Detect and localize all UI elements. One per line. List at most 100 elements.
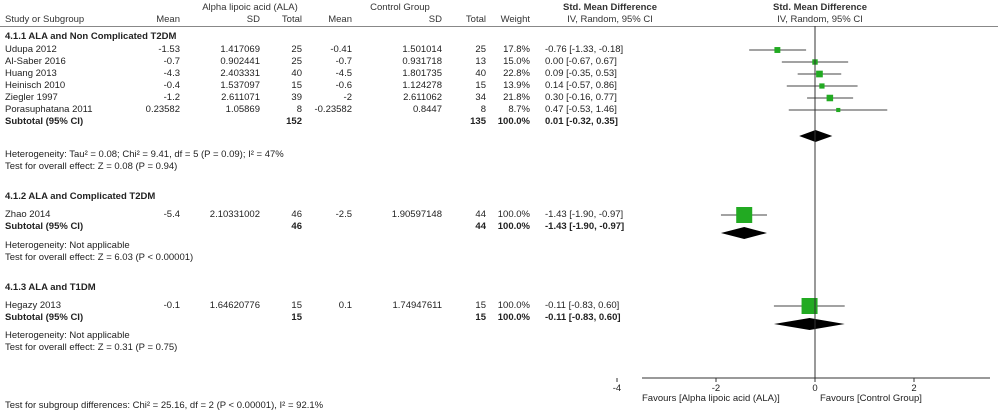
study-n2-cell: 8 (480, 104, 486, 115)
study-n1-cell: 8 (296, 104, 302, 115)
subtotal-weight-cell: 100.0% (497, 221, 530, 232)
study-n1-cell: 15 (291, 300, 302, 311)
heterogeneity-text: Heterogeneity: Not applicable (5, 330, 130, 341)
study-weight-cell: 21.8% (503, 92, 530, 103)
study-sd2-cell: 0.8447 (412, 104, 442, 115)
study-name-cell: Udupa 2012 (5, 44, 57, 55)
study-name-cell: Heinisch 2010 (5, 80, 66, 91)
study-n2-cell: 25 (475, 44, 486, 55)
study-point-marker (736, 207, 753, 223)
study-mean2-cell: -2 (343, 92, 352, 103)
study-weight-cell: 100.0% (497, 300, 530, 311)
study-mean2-cell: -0.6 (335, 80, 352, 91)
study-weight-cell: 100.0% (497, 209, 530, 220)
heterogeneity-text: Heterogeneity: Tau² = 0.08; Chi² = 9.41,… (5, 149, 284, 160)
study-sd1-cell: 2.10331002 (209, 209, 260, 220)
subtotal-diamond (720, 227, 767, 239)
subtotal-label-cell: Subtotal (95% CI) (5, 116, 84, 127)
subtotal-n1-cell: 152 (286, 116, 302, 127)
study-sd1-cell: 1.417069 (220, 44, 260, 55)
study-name-cell: Al-Saber 2016 (5, 56, 66, 67)
study-n2-cell: 15 (475, 80, 486, 91)
study-sd1-cell: 1.64620776 (209, 300, 260, 311)
study-n1-cell: 25 (291, 56, 302, 67)
overall-effect-text: Test for overall effect: Z = 0.31 (P = 0… (5, 342, 178, 353)
study-n1-cell: 15 (291, 80, 302, 91)
study-ci-text-cell: -0.76 [-1.33, -0.18] (545, 44, 624, 55)
study-point-marker (826, 94, 834, 102)
x-tick-label: -4 (613, 383, 621, 394)
subtotal-weight-cell: 100.0% (497, 116, 530, 127)
study-sd2-cell: 1.801735 (402, 68, 442, 79)
study-mean2-cell: -4.5 (335, 68, 352, 79)
study-sd1-cell: 1.05869 (225, 104, 260, 115)
study-point-marker (836, 107, 841, 113)
x-tick-label: -2 (712, 383, 720, 394)
study-n2-cell: 13 (475, 56, 486, 67)
smd-header-plot: Std. Mean Difference (773, 2, 867, 13)
study-n2-cell: 34 (475, 92, 486, 103)
study-point-marker (801, 298, 818, 314)
method-header-plot: IV, Random, 95% CI (777, 14, 863, 25)
study-n1-cell: 40 (291, 68, 302, 79)
study-mean1-cell: -5.4 (163, 209, 180, 220)
study-n1-cell: 25 (291, 44, 302, 55)
subtotal-diamond (773, 318, 845, 330)
study-n1-cell: 46 (291, 209, 302, 220)
study-name-cell: Hegazy 2013 (5, 300, 61, 311)
study-n2-cell: 40 (475, 68, 486, 79)
study-ci-text-cell: -0.11 [-0.83, 0.60] (545, 300, 620, 311)
study-sd2-cell: 1.501014 (402, 44, 442, 55)
subgroup-title: 4.1.3 ALA and T1DM (5, 282, 96, 293)
study-n1-cell: 39 (291, 92, 302, 103)
subtotal-diamond (799, 130, 833, 142)
sd2-header: SD (428, 14, 442, 25)
study-weight-cell: 15.0% (503, 56, 530, 67)
header-rule (0, 26, 998, 27)
study-point-marker (819, 83, 825, 89)
study-ci-text-cell: -1.43 [-1.90, -0.97] (545, 209, 624, 220)
study-column-header: Study or Subgroup (5, 14, 85, 25)
study-mean2-cell: -0.41 (330, 44, 352, 55)
x-tick-label: 0 (812, 383, 817, 394)
study-ci-text-cell: 0.30 [-0.16, 0.77] (545, 92, 617, 103)
study-ci-text-cell: 0.09 [-0.35, 0.53] (545, 68, 617, 79)
study-sd1-cell: 2.403331 (220, 68, 260, 79)
subgroup-differences-text: Test for subgroup differences: Chi² = 25… (5, 400, 324, 411)
study-weight-cell: 8.7% (508, 104, 530, 115)
study-name-cell: Huang 2013 (5, 68, 57, 79)
group1-header: Alpha lipoic acid (ALA) (202, 2, 298, 13)
subgroup-title: 4.1.1 ALA and Non Complicated T2DM (5, 31, 177, 42)
study-sd1-cell: 2.611071 (221, 92, 260, 103)
study-weight-cell: 22.8% (503, 68, 530, 79)
subtotal-ci-text-cell: 0.01 [-0.32, 0.35] (545, 116, 618, 127)
study-point-marker (816, 70, 823, 78)
study-ci-text-cell: 0.47 [-0.53, 1.46] (545, 104, 617, 115)
study-sd1-cell: 1.537097 (220, 80, 260, 91)
study-name-cell: Ziegler 1997 (5, 92, 58, 103)
study-mean2-cell: -0.23582 (314, 104, 352, 115)
favours-right-label: Favours [Control Group] (820, 393, 922, 404)
mean2-header: Mean (328, 14, 352, 25)
study-mean1-cell: -4.3 (163, 68, 180, 79)
subtotal-weight-cell: 100.0% (497, 312, 530, 323)
study-mean1-cell: -0.4 (163, 80, 180, 91)
study-sd2-cell: 1.124278 (402, 80, 442, 91)
study-sd2-cell: 1.74947611 (392, 300, 443, 311)
subtotal-n2-cell: 15 (475, 312, 486, 323)
subgroup-title: 4.1.2 ALA and Complicated T2DM (5, 191, 156, 202)
study-sd1-cell: 0.902441 (220, 56, 260, 67)
total2-header: Total (465, 14, 486, 25)
subtotal-label-cell: Subtotal (95% CI) (5, 312, 84, 323)
study-mean1-cell: -0.7 (163, 56, 180, 67)
subtotal-ci-text-cell: -0.11 [-0.83, 0.60] (545, 312, 621, 323)
group2-header: Control Group (370, 2, 430, 13)
study-mean1-cell: 0.23582 (145, 104, 180, 115)
study-weight-cell: 13.9% (503, 80, 530, 91)
favours-left-label: Favours [Alpha lipoic acid (ALA)] (642, 393, 780, 404)
subtotal-n2-cell: 135 (470, 116, 486, 127)
study-sd2-cell: 1.90597148 (391, 209, 442, 220)
study-sd2-cell: 2.611062 (403, 92, 442, 103)
heterogeneity-text: Heterogeneity: Not applicable (5, 240, 130, 251)
